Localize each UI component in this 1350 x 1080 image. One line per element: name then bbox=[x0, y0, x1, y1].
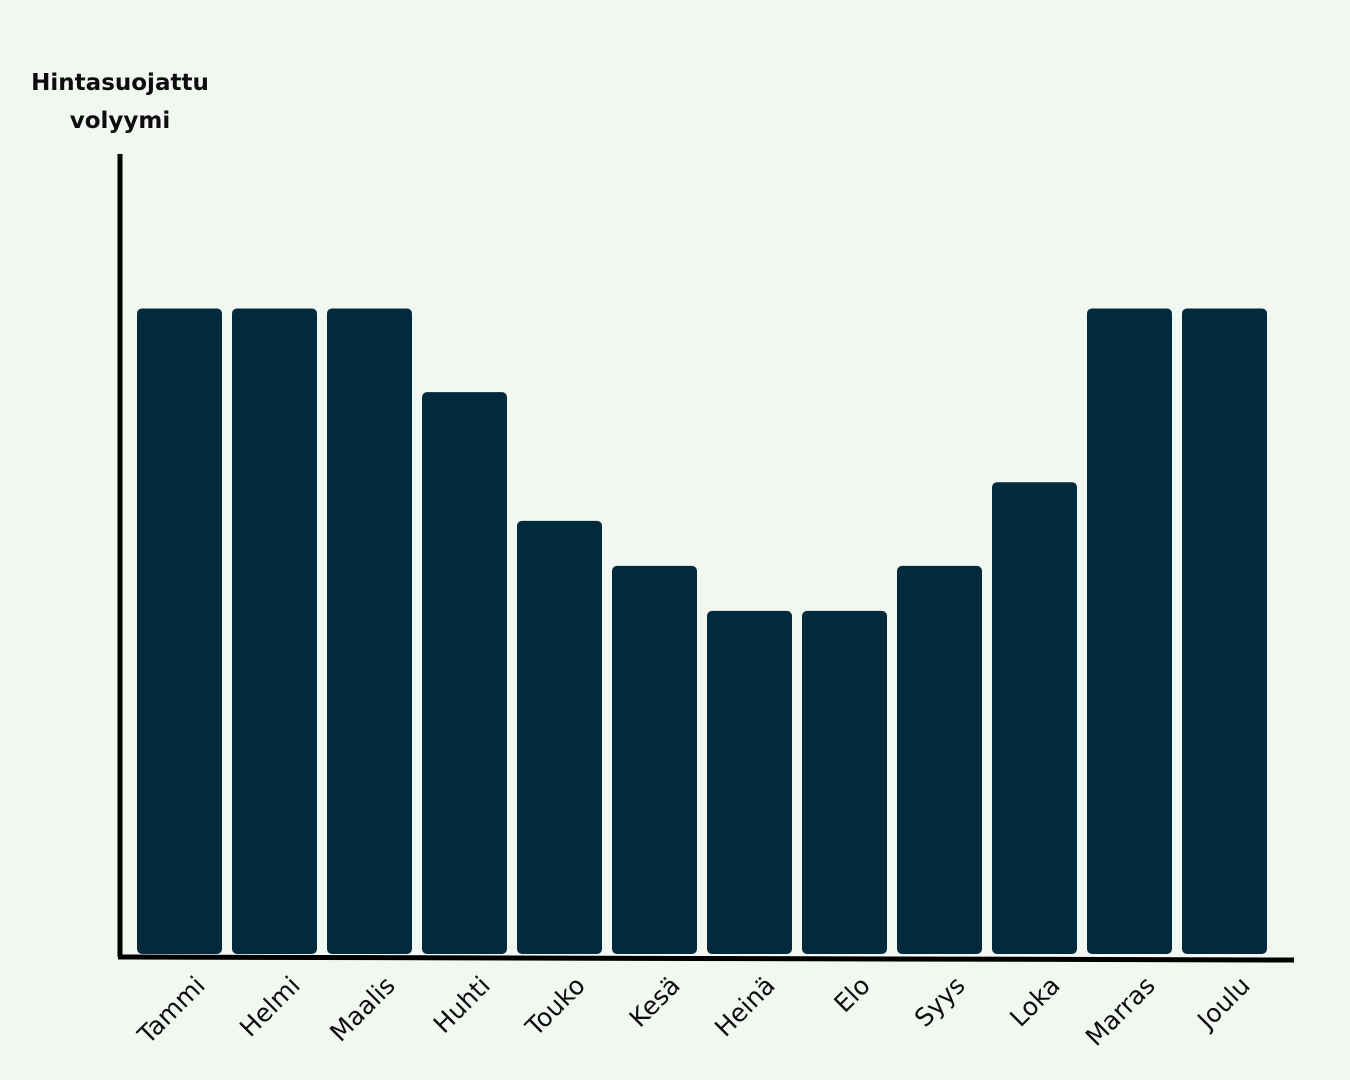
x-tick-label: Helmi bbox=[234, 971, 306, 1043]
bar-huhti bbox=[422, 392, 507, 954]
bar-maalis bbox=[327, 308, 412, 954]
x-tick-label: Maalis bbox=[324, 971, 400, 1047]
x-tick-label: Syys bbox=[909, 971, 971, 1033]
x-tick-label: Elo bbox=[828, 971, 875, 1018]
bars bbox=[137, 308, 1267, 954]
bar-syys bbox=[897, 565, 982, 954]
bar-elo bbox=[802, 610, 887, 954]
bar-touko bbox=[517, 520, 602, 954]
bar-helmi bbox=[232, 308, 317, 954]
x-tick-label: Kesä bbox=[624, 971, 686, 1033]
bar-marras bbox=[1087, 308, 1172, 954]
x-tick-label: Tammi bbox=[131, 971, 210, 1050]
x-tick-label: Heinä bbox=[709, 971, 781, 1043]
x-axis-line bbox=[117, 954, 1295, 963]
y-axis-title: Hintasuojattu volyymi bbox=[31, 70, 209, 134]
x-tick-label: Huhti bbox=[428, 971, 496, 1039]
x-tick-label: Marras bbox=[1080, 971, 1161, 1052]
bar-loka bbox=[992, 482, 1077, 954]
x-tick-labels: Tammi Helmi Maalis Huhti Touko Kesä Heinä Elo Sy… bbox=[131, 971, 1255, 1052]
bar-tammi bbox=[137, 308, 222, 954]
axes bbox=[117, 154, 1295, 963]
bar-joulu bbox=[1182, 308, 1267, 954]
x-tick-label: Loka bbox=[1004, 971, 1066, 1033]
bar-heinä bbox=[707, 610, 792, 954]
x-tick-label: Joulu bbox=[1190, 971, 1255, 1036]
bar-kesä bbox=[612, 565, 697, 954]
x-tick-label: Touko bbox=[519, 971, 590, 1042]
